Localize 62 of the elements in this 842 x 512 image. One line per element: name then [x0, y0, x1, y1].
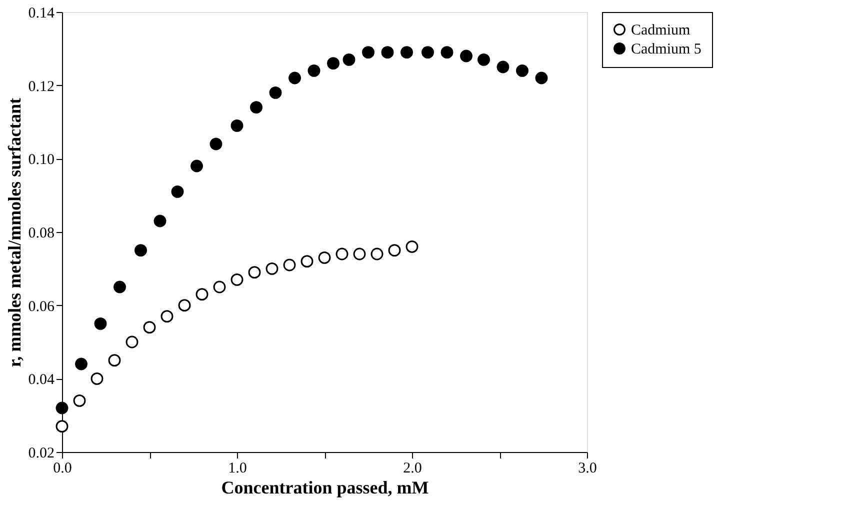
point — [496, 60, 510, 74]
point — [288, 72, 301, 84]
point — [440, 46, 454, 59]
point — [190, 160, 203, 172]
point — [143, 321, 156, 334]
point — [406, 240, 418, 253]
legend-label: Cadmium — [631, 22, 690, 38]
point — [171, 185, 184, 198]
x-tick-label: 2.0 — [403, 460, 422, 476]
point — [342, 53, 356, 66]
point — [230, 119, 244, 132]
point — [516, 64, 528, 77]
point — [90, 372, 104, 385]
y-tick-label: 0.08 — [28, 226, 54, 242]
point — [422, 46, 434, 59]
point — [196, 288, 208, 301]
point — [154, 214, 166, 228]
point — [353, 248, 366, 260]
point — [362, 46, 374, 59]
point — [230, 273, 244, 286]
x-axis-title: Concentration passed, mM — [221, 478, 429, 498]
point — [56, 402, 68, 414]
point — [370, 248, 384, 260]
point — [248, 266, 261, 279]
x-tick-label: 3.0 — [578, 460, 597, 476]
legend-label: Cadmium 5 — [631, 42, 702, 58]
point — [300, 255, 314, 268]
point — [478, 53, 490, 66]
x-tick-label: 1.0 — [228, 460, 247, 476]
y-tick-label: 0.06 — [28, 298, 55, 315]
point — [94, 317, 107, 330]
point — [336, 248, 348, 260]
y-tick-label: 0.02 — [28, 446, 54, 462]
point — [283, 258, 296, 272]
point — [318, 251, 331, 264]
point — [535, 72, 548, 84]
point — [308, 64, 320, 77]
point — [210, 138, 222, 150]
point — [114, 280, 126, 294]
point — [400, 46, 413, 59]
point — [460, 50, 472, 62]
x-tick-label: 0.0 — [53, 460, 72, 476]
point — [73, 394, 86, 407]
point — [178, 299, 191, 312]
point — [75, 358, 88, 370]
point — [250, 101, 262, 114]
point — [134, 244, 147, 257]
y-tick-label: 0.14 — [28, 6, 55, 22]
y-tick-label: 0.12 — [28, 78, 54, 95]
point — [108, 354, 121, 367]
point — [327, 57, 340, 70]
point — [381, 46, 394, 59]
point — [56, 420, 68, 433]
point — [269, 86, 282, 99]
point — [160, 310, 174, 323]
point — [388, 244, 401, 257]
point — [213, 280, 226, 294]
point — [126, 336, 138, 348]
y-axis-title: r, mmoles metal/mmoles surfactant — [4, 98, 24, 368]
point — [266, 262, 278, 275]
y-tick-label: 0.04 — [28, 372, 55, 388]
y-tick-label: 0.10 — [28, 152, 54, 168]
